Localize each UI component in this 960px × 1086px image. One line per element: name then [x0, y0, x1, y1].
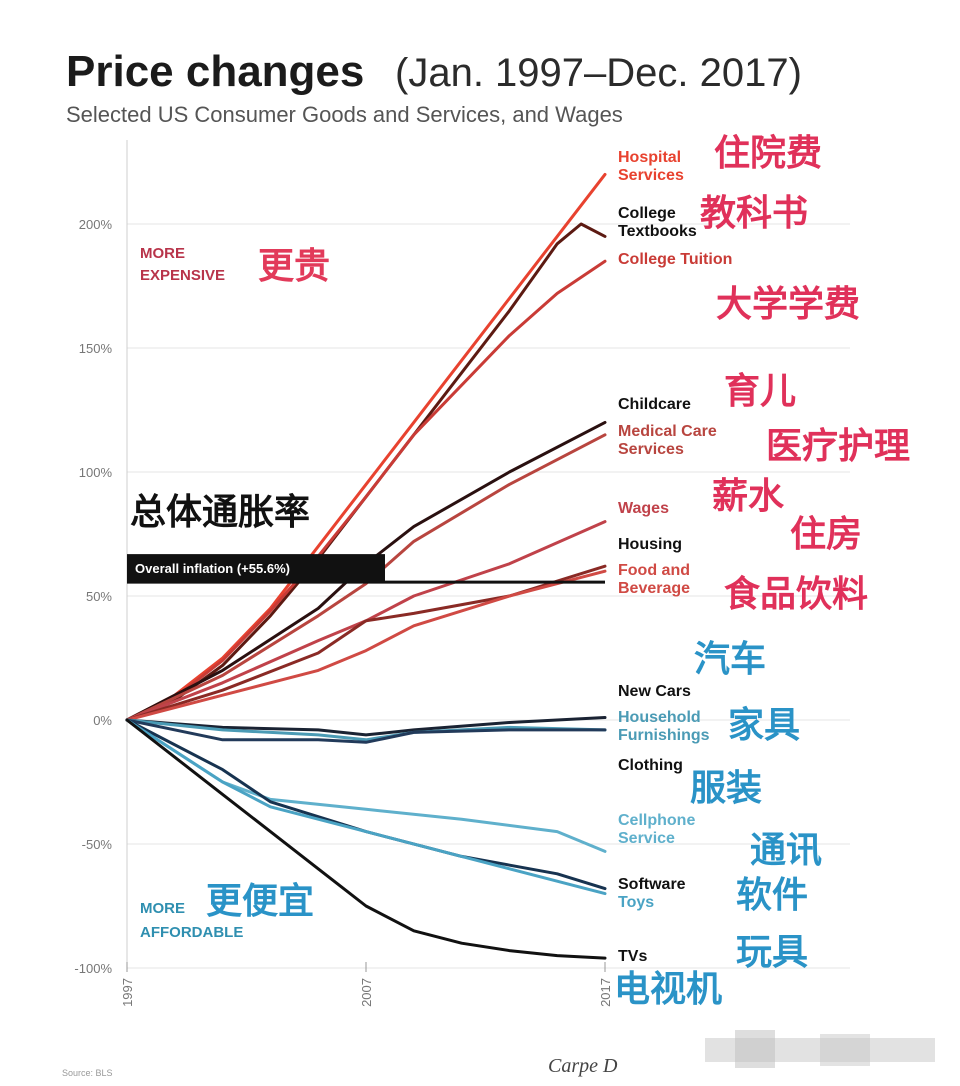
series-line [125, 716, 607, 737]
zone-expensive-label: EXPENSIVE [140, 267, 225, 284]
series-label-zh: 电视机 [614, 969, 722, 1010]
series-label: Software [618, 876, 686, 893]
series-label: Cellphone [618, 812, 695, 829]
series-label: Medical Care [618, 423, 717, 440]
series-label-zh: 汽车 [694, 639, 766, 680]
zone-affordable-label: AFFORDABLE [140, 924, 243, 941]
series-label-zh: 住房 [790, 514, 862, 555]
signature: Carpe D [548, 1055, 618, 1077]
series-label-zh: 软件 [736, 875, 808, 916]
series-label-zh: 食品饮料 [724, 574, 868, 615]
series-line [125, 718, 607, 891]
series-label: New Cars [618, 683, 691, 700]
series-label: Services [618, 167, 684, 184]
zone-expensive-zh: 更贵 [258, 246, 330, 287]
series-label-zh: 住院费 [714, 133, 822, 174]
series-label: Toys [618, 894, 654, 911]
series-label: Clothing [618, 757, 683, 774]
series-line [125, 569, 607, 722]
overall-inflation: Overall inflation (+55.6%) 总体通胀率 [127, 492, 605, 584]
y-tick-label: 100% [79, 465, 113, 480]
series-label: Hospital [618, 149, 681, 166]
chart-title: Price changes [66, 47, 364, 96]
x-tick-label: 1997 [120, 978, 135, 1007]
series-label: Housing [618, 536, 682, 553]
series-label-zh: 大学学费 [716, 283, 860, 325]
series-label: College [618, 205, 676, 222]
x-tick-label: 2017 [598, 978, 613, 1007]
y-tick-label: 50% [86, 589, 112, 604]
y-tick-label: -100% [74, 961, 112, 976]
inflation-label: Overall inflation (+55.6%) [135, 561, 290, 576]
zone-affordable-zh: 更便宜 [206, 881, 314, 922]
series-label: Textbooks [618, 223, 697, 240]
series-line [125, 718, 607, 744]
chart-subtitle: Selected US Consumer Goods and Services,… [66, 102, 623, 127]
y-tick-label: -50% [82, 837, 113, 852]
series-line [125, 259, 607, 722]
grid [127, 223, 850, 969]
series-label-zh: 医疗护理 [766, 426, 910, 467]
series-label: Wages [618, 500, 669, 517]
zone-expensive-label: MORE [140, 245, 185, 262]
axes: 200% 150% 100% 50% 0% -50% -100% 1997 2007 2017 [74, 140, 613, 1007]
series-label: Services [618, 441, 684, 458]
series-line [125, 718, 607, 896]
zone-labels: MORE EXPENSIVE 更贵 MORE AFFORDABLE 更便宜 [140, 245, 330, 941]
series-label-zh: 通讯 [750, 830, 822, 871]
series-label: Furnishings [618, 727, 710, 744]
series-label-zh: 薪水 [712, 476, 785, 517]
x-tick-label: 2007 [359, 978, 374, 1007]
series-label: Food and [618, 562, 690, 579]
zone-affordable-label: MORE [140, 900, 185, 917]
series-line [125, 718, 607, 742]
series-label: Household [618, 709, 701, 726]
series-label: Beverage [618, 580, 690, 597]
series-label: Service [618, 830, 675, 847]
y-tick-label: 150% [79, 341, 113, 356]
chart-title-period: (Jan. 1997–Dec. 2017) [395, 51, 802, 95]
y-tick-label: 200% [79, 217, 113, 232]
y-tick-label: 0% [93, 713, 112, 728]
series-label: Childcare [618, 396, 691, 413]
series-label: College Tuition [618, 251, 732, 268]
series-label-zh: 育儿 [724, 371, 796, 412]
series-label-zh: 教科书 [700, 193, 808, 234]
series-line [125, 718, 607, 960]
series-label-zh: 服装 [690, 768, 762, 809]
series-label-zh: 家具 [728, 705, 800, 746]
source-note: Source: BLS [62, 1068, 113, 1078]
series-label-zh: 玩具 [736, 932, 808, 973]
inflation-zh-label: 总体通胀率 [130, 492, 310, 533]
series-line [125, 172, 607, 722]
inflation-label-box [127, 554, 385, 583]
series-label: TVs [618, 948, 647, 965]
series-lines [125, 172, 607, 960]
watermark [705, 1030, 935, 1068]
